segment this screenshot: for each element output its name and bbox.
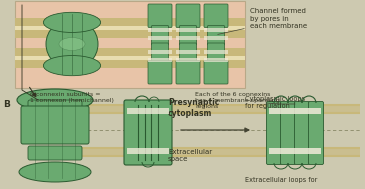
FancyBboxPatch shape [21, 106, 89, 144]
Bar [176, 36, 200, 40]
Bar [148, 36, 172, 40]
Bar [15, 18, 245, 26]
Text: Presynaptic
cytoplasm: Presynaptic cytoplasm [168, 98, 219, 118]
Text: Channel formed
by pores in
each membrane: Channel formed by pores in each membrane [250, 8, 307, 29]
Ellipse shape [19, 162, 91, 182]
Bar [148, 28, 172, 32]
FancyBboxPatch shape [28, 146, 82, 160]
Bar [204, 58, 228, 61]
FancyBboxPatch shape [176, 4, 200, 27]
Bar [148, 50, 172, 53]
FancyBboxPatch shape [295, 101, 310, 164]
Bar [15, 60, 245, 68]
Bar [204, 36, 228, 40]
Bar [148, 58, 172, 61]
FancyBboxPatch shape [207, 26, 224, 45]
Ellipse shape [17, 89, 93, 111]
Bar [204, 50, 228, 53]
Bar [127, 108, 169, 114]
FancyBboxPatch shape [151, 26, 169, 45]
Bar [176, 28, 200, 32]
FancyBboxPatch shape [176, 60, 200, 84]
FancyBboxPatch shape [308, 101, 323, 164]
Text: 6 connexin subunits =
1 connexon (hemichannel): 6 connexin subunits = 1 connexon (hemich… [30, 92, 114, 103]
Text: B: B [3, 100, 10, 109]
Text: Cytoplasmic loops
for regulation: Cytoplasmic loops for regulation [245, 96, 305, 109]
Bar [176, 50, 200, 53]
Bar [15, 56, 245, 60]
FancyBboxPatch shape [28, 100, 82, 120]
Bar [204, 28, 228, 32]
Ellipse shape [59, 38, 85, 50]
FancyBboxPatch shape [266, 101, 281, 164]
FancyBboxPatch shape [124, 100, 172, 165]
FancyBboxPatch shape [280, 101, 296, 164]
FancyBboxPatch shape [180, 43, 196, 63]
FancyBboxPatch shape [204, 4, 228, 27]
FancyBboxPatch shape [204, 60, 228, 84]
Bar [269, 108, 321, 114]
Bar [15, 30, 245, 38]
Ellipse shape [46, 19, 98, 69]
Bar [269, 148, 321, 154]
FancyBboxPatch shape [148, 4, 172, 27]
FancyBboxPatch shape [207, 43, 224, 63]
Text: Extracellular
space: Extracellular space [168, 149, 212, 161]
FancyBboxPatch shape [148, 60, 172, 84]
Text: Each of the 6 connexins
has 4 membrane-spanning
regions: Each of the 6 connexins has 4 membrane-s… [195, 92, 280, 109]
Bar [176, 58, 200, 61]
Ellipse shape [43, 56, 101, 76]
Bar [15, 26, 245, 30]
Ellipse shape [43, 12, 101, 33]
Bar [35, 148, 360, 156]
Bar [15, 48, 245, 56]
Bar [15, 1, 245, 88]
Bar [35, 105, 360, 113]
FancyBboxPatch shape [180, 26, 196, 45]
FancyBboxPatch shape [151, 43, 169, 63]
Text: Extracellular loops for: Extracellular loops for [245, 177, 318, 183]
Bar [127, 148, 169, 154]
